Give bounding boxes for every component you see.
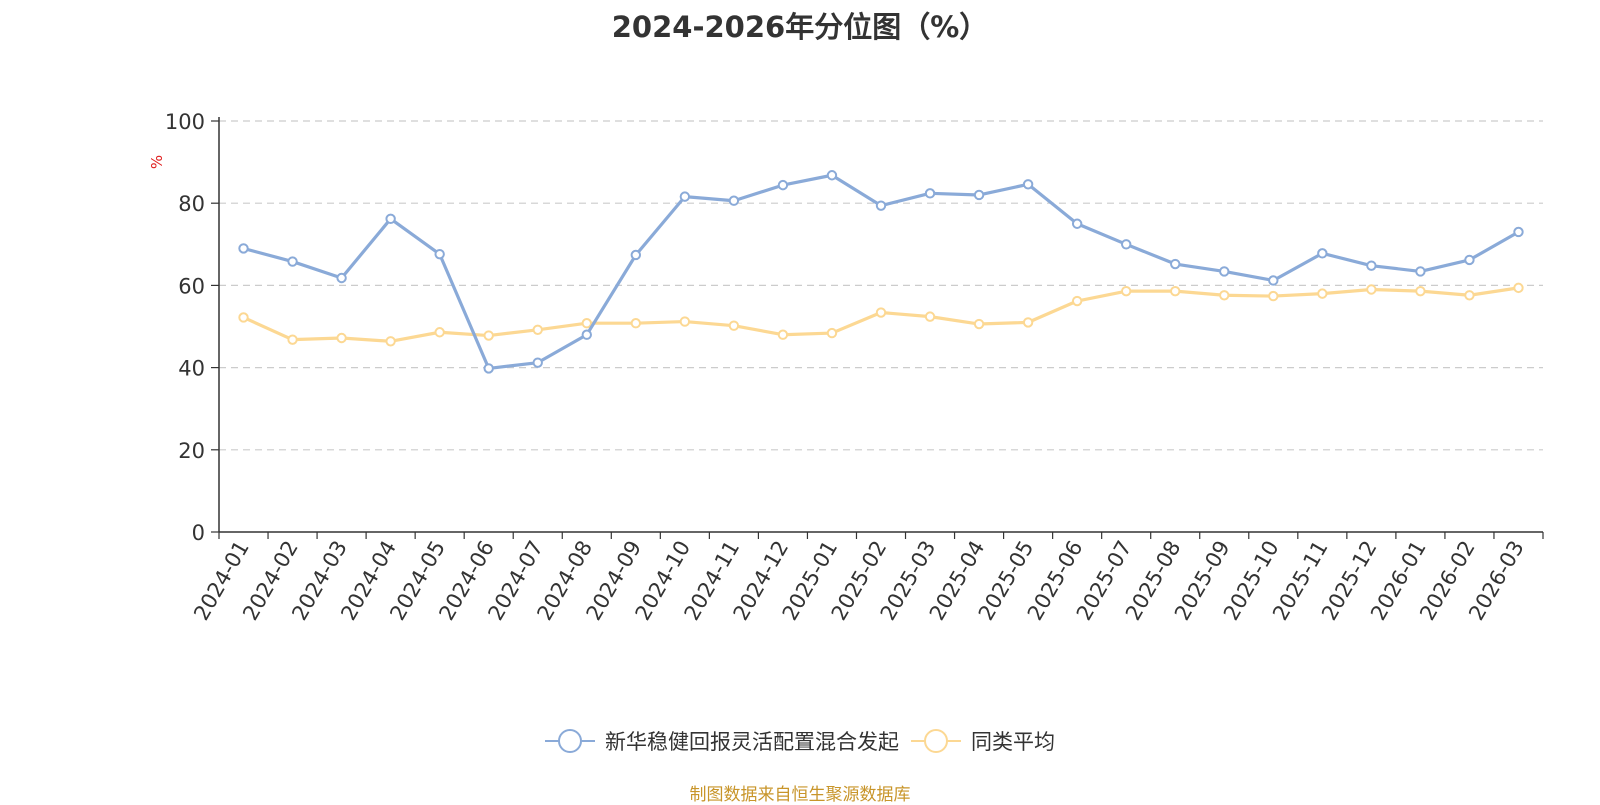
data-point-series-2-2025-04: [973, 318, 985, 330]
data-point-series-2-2026-02: [1464, 290, 1475, 301]
data-point-series-2-2025-02: [875, 307, 887, 318]
data-point-series-1-2024-07: [532, 357, 543, 368]
data-point-series-1-2024-11: [728, 195, 740, 206]
data-point-series-1-2024-02: [287, 256, 298, 267]
y-tick-label-60: 60: [178, 274, 205, 298]
data-point-series-2-2025-01: [826, 327, 838, 339]
data-point-series-2-2025-08: [1170, 285, 1181, 297]
y-axis-unit-label: %: [148, 155, 166, 169]
y-tick-label-0: 0: [192, 521, 205, 545]
data-point-series-1-2024-10: [679, 191, 691, 202]
data-point-series-1-2025-02: [875, 200, 887, 211]
data-point-series-2-2025-11: [1317, 288, 1328, 299]
legend-item-series-2[interactable]: 同类平均: [911, 726, 1055, 756]
data-point-series-2-2024-04: [385, 336, 396, 347]
y-tick-label-20: 20: [178, 439, 205, 463]
data-point-series-1-2025-12: [1366, 260, 1377, 271]
data-point-series-1-2024-05: [434, 248, 445, 260]
data-point-series-1-2025-08: [1170, 258, 1181, 270]
data-point-series-2-2024-02: [287, 334, 298, 345]
data-point-series-2-2024-10: [679, 316, 691, 327]
data-point-series-2-2024-01: [238, 312, 249, 323]
grid-layer: [219, 120, 1543, 451]
data-point-series-2-2026-01: [1415, 285, 1426, 297]
data-point-series-2-2024-09: [630, 318, 642, 329]
data-point-series-1-2026-02: [1464, 254, 1475, 266]
data-point-series-1-2026-03: [1513, 226, 1524, 238]
data-point-series-2-2024-05: [434, 327, 445, 338]
source-note: 制图数据来自恒生聚源数据库: [689, 785, 911, 805]
data-point-series-1-2024-04: [385, 213, 396, 225]
data-point-series-1-2024-01: [238, 243, 249, 254]
data-point-series-2-2024-12: [777, 329, 789, 340]
data-point-series-2-2025-05: [1022, 317, 1034, 328]
data-point-series-1-2025-04: [973, 189, 985, 201]
data-point-series-1-2024-08: [581, 329, 592, 340]
chart-title: 2024-2026年分位图（%）: [611, 10, 989, 44]
data-point-series-1-2025-07: [1120, 239, 1132, 250]
data-point-series-2-2025-12: [1366, 284, 1377, 295]
data-point-series-1-2025-06: [1071, 218, 1083, 229]
data-point-series-2-2024-06: [483, 330, 494, 341]
data-point-series-1-2024-12: [777, 179, 789, 191]
data-point-series-1-2025-10: [1268, 275, 1279, 286]
data-point-series-1-2024-06: [483, 363, 494, 374]
data-point-series-1-2025-01: [826, 170, 838, 181]
y-tick-label-40: 40: [178, 357, 205, 381]
legend-item-series-1[interactable]: 新华稳健回报灵活配置混合发起: [545, 726, 899, 756]
data-point-series-1-2025-03: [924, 188, 936, 199]
y-tick-label-100: 100: [165, 110, 205, 134]
data-point-series-1-2024-09: [630, 249, 642, 261]
data-point-series-2-2025-06: [1071, 295, 1083, 307]
data-point-series-1-2025-09: [1219, 266, 1230, 277]
legend-label-series-2: 同类平均: [971, 730, 1055, 754]
legend: 新华稳健回报灵活配置混合发起 同类平均: [0, 723, 1600, 759]
data-point-series-2-2025-07: [1120, 285, 1132, 297]
data-point-series-2-2025-10: [1268, 290, 1279, 302]
data-point-series-2-2024-08: [581, 318, 592, 329]
data-point-series-2-2025-03: [924, 311, 936, 322]
data-point-series-2-2024-11: [728, 320, 740, 331]
legend-marker-series-1: [545, 729, 595, 753]
legend-label-series-1: 新华稳健回报灵活配置混合发起: [605, 730, 899, 754]
data-point-series-2-2025-09: [1219, 290, 1230, 301]
data-point-series-2-2026-03: [1513, 282, 1524, 294]
data-point-series-1-2025-11: [1317, 248, 1328, 259]
legend-marker-series-2: [911, 729, 961, 753]
series-layer: [238, 170, 1524, 374]
data-point-series-1-2024-03: [336, 272, 347, 284]
data-point-series-2-2024-07: [532, 324, 543, 335]
data-point-series-1-2026-01: [1415, 266, 1426, 277]
data-point-series-2-2024-03: [336, 332, 347, 344]
y-tick-label-80: 80: [178, 192, 205, 216]
data-point-series-1-2025-05: [1022, 179, 1034, 190]
